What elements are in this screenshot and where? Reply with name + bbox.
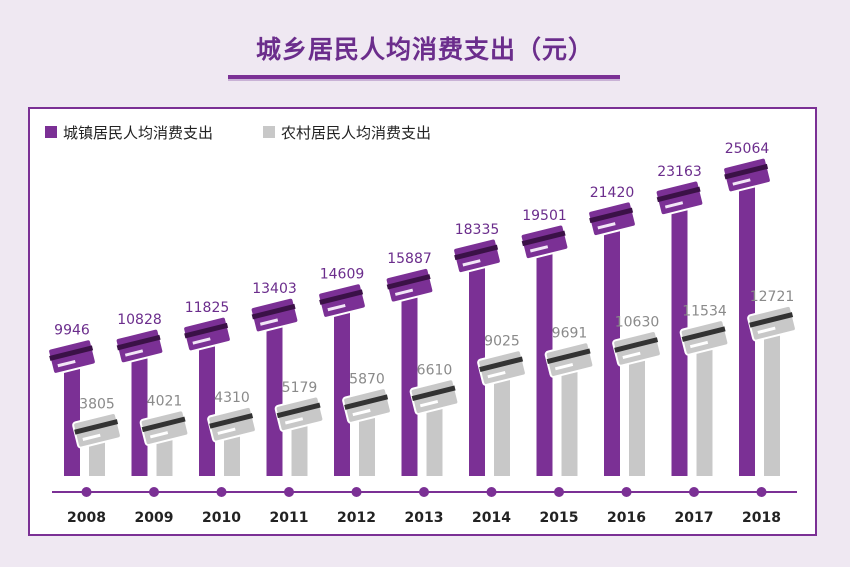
- timeline-dot-2017: [689, 487, 699, 497]
- card-urban-2013: [384, 266, 435, 304]
- legend-label-urban: 城镇居民人均消费支出: [63, 124, 213, 142]
- card-urban-2008: [47, 338, 97, 375]
- bar-rural-2018: [764, 323, 780, 476]
- timeline-dot-2018: [756, 487, 767, 497]
- x-tick-label-2008: 2008: [67, 510, 106, 526]
- x-tick-label-2011: 2011: [270, 510, 309, 526]
- card-rural-2017: [679, 319, 730, 356]
- bar-urban-2013: [401, 285, 418, 476]
- timeline-dot-2014: [486, 487, 497, 497]
- bar-urban-2010: [199, 333, 215, 476]
- bar-urban-2011: [266, 315, 283, 476]
- value-label-rural-2012: 5870: [349, 372, 385, 388]
- card-rural-2011: [274, 395, 325, 433]
- x-tick-label-2010: 2010: [202, 510, 241, 526]
- value-label-rural-2013: 6610: [417, 363, 453, 379]
- card-urban-2015: [519, 223, 570, 261]
- card-urban-2018: [722, 156, 772, 194]
- timeline-dot-2012: [351, 487, 362, 497]
- bar-rural-2013: [426, 396, 443, 476]
- value-label-urban-2014: 18335: [455, 222, 500, 238]
- bar-urban-2018: [739, 175, 755, 476]
- bar-urban-2015: [536, 241, 553, 476]
- card-rural-2013: [409, 378, 460, 415]
- card-urban-2011: [249, 296, 300, 334]
- chart-title: 城乡居民人均消费支出（元）: [255, 35, 594, 64]
- value-label-rural-2017: 11534: [682, 303, 727, 319]
- x-tick-label-2015: 2015: [540, 510, 579, 526]
- timeline-dot-2009: [149, 487, 159, 497]
- value-label-rural-2014: 9025: [484, 334, 520, 350]
- card-rural-2014: [477, 349, 527, 386]
- value-label-rural-2011: 5179: [282, 380, 318, 396]
- card-rural-2018: [747, 304, 797, 342]
- value-label-rural-2008: 3805: [79, 396, 115, 412]
- bar-urban-2012: [334, 300, 350, 476]
- card-rural-2015: [544, 341, 595, 378]
- value-label-rural-2018: 12721: [750, 289, 795, 305]
- value-label-urban-2017: 23163: [657, 164, 702, 180]
- value-label-rural-2009: 4021: [147, 394, 183, 410]
- timeline-dot-2010: [216, 487, 227, 497]
- card-urban-2017: [654, 179, 705, 217]
- value-label-rural-2016: 10630: [615, 314, 660, 330]
- value-label-urban-2009: 10828: [117, 312, 162, 328]
- bar-urban-2014: [469, 255, 485, 476]
- bar-urban-2008: [64, 356, 80, 476]
- value-label-urban-2013: 15887: [387, 251, 432, 267]
- x-tick-label-2016: 2016: [607, 510, 646, 526]
- value-label-rural-2015: 9691: [552, 326, 588, 342]
- timeline-dot-2015: [554, 487, 564, 497]
- card-rural-2010: [207, 405, 257, 443]
- title-underline: [228, 75, 620, 81]
- bar-rural-2016: [629, 348, 645, 476]
- x-tick-label-2014: 2014: [472, 510, 511, 526]
- legend-swatch-rural: [263, 126, 275, 138]
- value-label-urban-2011: 13403: [252, 281, 297, 297]
- card-rural-2016: [612, 330, 662, 367]
- timeline-dot-2013: [419, 487, 429, 497]
- value-label-urban-2008: 9946: [54, 323, 90, 339]
- bar-rural-2012: [359, 405, 375, 476]
- card-urban-2010: [182, 315, 232, 353]
- bar-urban-2017: [671, 197, 688, 476]
- timeline-dot-2011: [284, 487, 294, 497]
- bar-rural-2014: [494, 367, 510, 476]
- card-rural-2008: [72, 412, 122, 449]
- legend-label-rural: 农村居民人均消费支出: [281, 124, 431, 142]
- legend-swatch-urban: [45, 126, 57, 138]
- value-label-rural-2010: 4310: [214, 390, 250, 406]
- card-urban-2009: [114, 327, 165, 365]
- timeline-dot-2008: [81, 487, 92, 497]
- timeline-dot-2016: [621, 487, 632, 497]
- card-urban-2016: [587, 200, 637, 238]
- bar-urban-2016: [604, 218, 620, 477]
- card-urban-2014: [452, 237, 502, 275]
- card-rural-2012: [342, 387, 392, 424]
- bar-rural-2015: [561, 359, 578, 476]
- value-label-urban-2015: 19501: [522, 208, 567, 224]
- x-tick-label-2018: 2018: [742, 510, 781, 526]
- x-tick-label-2009: 2009: [135, 510, 174, 526]
- bar-rural-2017: [696, 337, 713, 476]
- value-label-urban-2012: 14609: [320, 267, 365, 283]
- value-label-urban-2016: 21420: [590, 185, 635, 201]
- bar-rural-2011: [291, 413, 308, 476]
- value-label-urban-2010: 11825: [185, 300, 230, 316]
- value-label-urban-2018: 25064: [725, 141, 770, 157]
- card-urban-2012: [317, 282, 367, 319]
- x-tick-label-2013: 2013: [405, 510, 444, 526]
- x-tick-label-2017: 2017: [675, 510, 714, 526]
- card-rural-2009: [139, 409, 190, 447]
- x-tick-label-2012: 2012: [337, 510, 376, 526]
- bar-urban-2009: [131, 345, 148, 476]
